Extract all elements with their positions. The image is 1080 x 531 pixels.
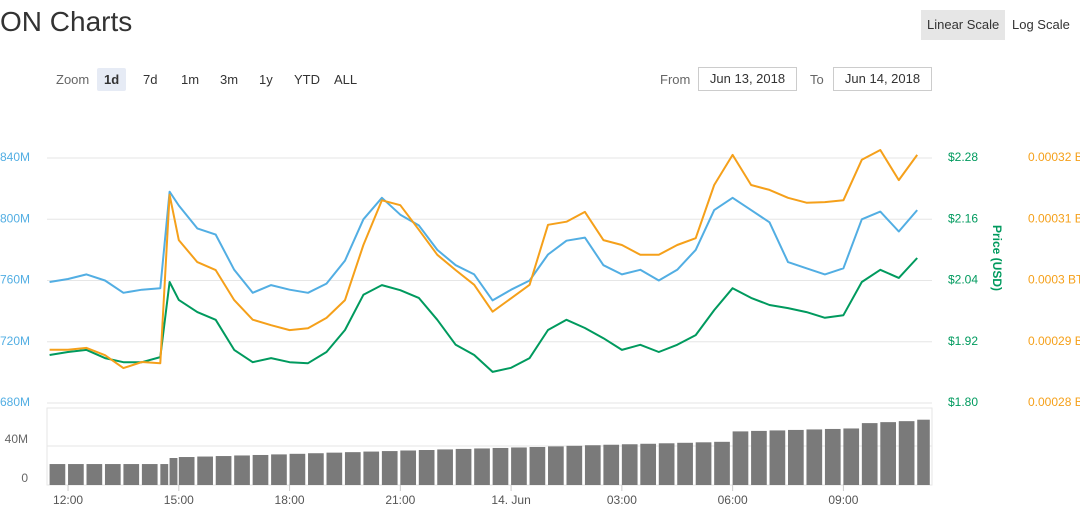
volume-bar — [363, 451, 380, 485]
volume-bar — [806, 429, 823, 485]
volume-bar — [511, 447, 527, 485]
volume-bar — [658, 443, 675, 485]
volume-bar — [898, 421, 915, 485]
volume-bar — [308, 453, 324, 485]
y-tick-label: 0.00028 BTC — [1028, 395, 1080, 409]
series-line — [49, 190, 918, 302]
scale-button[interactable]: Linear Scale — [921, 10, 1006, 40]
volume-bar — [843, 428, 860, 485]
zoom-button[interactable]: YTD — [294, 72, 320, 87]
volume-bar — [123, 464, 140, 485]
y-tick-label: 0.00031 BTC — [1028, 211, 1080, 225]
x-tick-label: 03:00 — [607, 493, 637, 507]
volume-bar — [455, 448, 472, 485]
volume-bar — [178, 457, 195, 485]
y-tick-label: $1.92 — [948, 334, 978, 348]
y-tick-label: 760M — [0, 273, 30, 287]
x-tick-label: 12:00 — [53, 493, 83, 507]
volume-bar — [381, 451, 398, 485]
x-tick-label: 09:00 — [828, 493, 858, 507]
x-tick-label: 21:00 — [385, 493, 415, 507]
volume-bar — [289, 453, 306, 485]
volume-bar — [880, 422, 897, 485]
y-tick-label: 40M — [5, 432, 28, 446]
volume-bar — [769, 430, 786, 485]
y-tick-label: 0 — [21, 471, 28, 485]
volume-bar — [566, 445, 583, 485]
volume-bar — [474, 448, 490, 485]
volume-bar — [529, 446, 546, 485]
volume-bar — [548, 446, 564, 485]
y-tick-label: 0.00032 BTC — [1028, 150, 1080, 164]
volume-bar — [234, 455, 250, 485]
volume-bar — [197, 456, 213, 485]
zoom-button[interactable]: 3m — [220, 72, 239, 87]
zoom-label: Zoom — [56, 72, 90, 87]
volume-bar — [584, 445, 601, 485]
volume-bar — [788, 429, 804, 485]
scale-button[interactable]: Log Scale — [1012, 17, 1070, 32]
y-tick-label: 0.0003 BTC — [1028, 273, 1080, 287]
series-line — [49, 257, 918, 373]
x-tick-label: 15:00 — [164, 493, 194, 507]
x-tick-label: 14. Jun — [491, 493, 530, 507]
volume-bar — [437, 449, 453, 485]
y-tick-label: $2.16 — [948, 211, 978, 225]
to-label: To — [810, 72, 824, 87]
volume-bar — [695, 442, 712, 485]
y-tick-label: 720M — [0, 334, 30, 348]
volume-bar — [86, 464, 103, 485]
y-tick-label: 800M — [0, 211, 30, 225]
from-label: From — [660, 72, 691, 87]
zoom-button[interactable]: ALL — [334, 72, 358, 87]
y-tick-label: 0.00029 BTC — [1028, 334, 1080, 348]
volume-bar — [677, 442, 693, 485]
zoom-button[interactable]: 1m — [181, 72, 200, 87]
volume-bar — [68, 464, 84, 485]
x-tick-label: 06:00 — [718, 493, 748, 507]
volume-bar — [49, 464, 66, 485]
volume-bar — [141, 464, 158, 485]
x-tick-label: 18:00 — [275, 493, 305, 507]
to-input[interactable]: Jun 14, 2018 — [833, 67, 932, 91]
volume-bar — [492, 447, 509, 485]
volume-bar — [252, 454, 269, 485]
volume-bar — [215, 456, 232, 485]
y-tick-label: $2.28 — [948, 150, 978, 164]
y-tick-label: 680M — [0, 395, 30, 409]
volume-bar — [917, 419, 930, 485]
volume-bar — [418, 450, 435, 485]
volume-bar — [640, 443, 657, 485]
volume-bar — [169, 458, 178, 485]
zoom-button[interactable]: 1d — [97, 68, 127, 91]
volume-bar — [621, 444, 638, 485]
volume-bar — [160, 464, 169, 485]
y-tick-label: 840M — [0, 150, 30, 164]
y-tick-label: $2.04 — [948, 273, 978, 287]
volume-bar — [271, 454, 287, 485]
y2-axis-title: Price (USD) — [990, 225, 1004, 291]
series-line — [49, 149, 919, 370]
volume-bar — [326, 452, 343, 485]
volume-bar — [603, 444, 620, 485]
volume-bar — [104, 464, 121, 485]
volume-bar — [732, 431, 749, 485]
y-tick-label: $1.80 — [948, 395, 978, 409]
zoom-button[interactable]: 7d — [143, 72, 158, 87]
chart-title: ON Charts — [0, 6, 133, 37]
volume-bar — [824, 428, 841, 485]
volume-bar — [714, 441, 730, 485]
volume-bar — [751, 430, 767, 485]
zoom-button[interactable]: 1y — [259, 72, 273, 87]
volume-bar — [400, 450, 417, 485]
volume-bar — [861, 423, 878, 485]
from-input[interactable]: Jun 13, 2018 — [698, 67, 797, 91]
volume-bar — [344, 452, 361, 485]
